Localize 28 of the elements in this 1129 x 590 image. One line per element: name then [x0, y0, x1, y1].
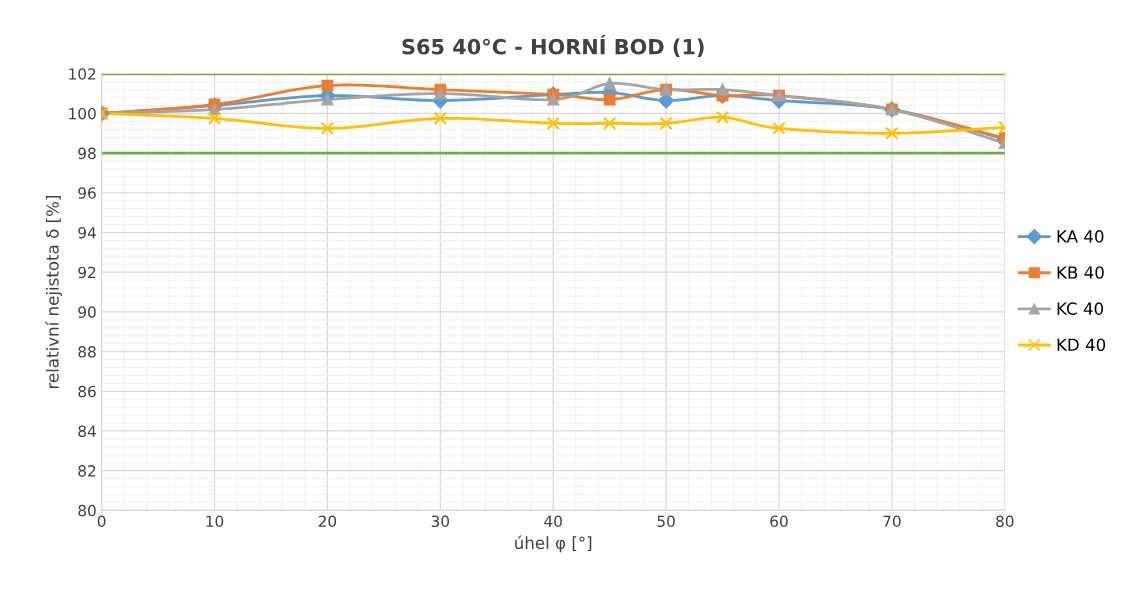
legend-label: KC 40 [1057, 302, 1104, 315]
y-tick-label: 102 [69, 68, 96, 80]
x-tick-label: 20 [318, 515, 337, 528]
y-tick-label: 98 [78, 147, 96, 160]
x-tick-label: 70 [883, 515, 901, 528]
y-tick-label: 82 [78, 465, 96, 477]
y-tick-label: 88 [78, 346, 96, 358]
chart-title: S65 40°C - HORNÍ BOD (1) [402, 35, 704, 58]
legend-label: KA 40 [1057, 230, 1104, 243]
y-tick-label: 80 [78, 504, 96, 517]
y-tick-label: 100 [69, 107, 96, 120]
y-axis-title: relativní nejistota δ [%] [45, 195, 63, 389]
x-tick-label: 40 [544, 515, 562, 528]
y-tick-label: 92 [78, 266, 96, 279]
legend-label: KB 40 [1057, 266, 1104, 279]
x-tick-label: 50 [657, 515, 675, 528]
x-tick-label: 80 [996, 515, 1014, 528]
y-tick-label: 94 [78, 226, 96, 239]
y-tick-label: 86 [78, 385, 96, 398]
x-tick-label: 10 [206, 515, 224, 528]
x-tick-label: 60 [770, 515, 788, 528]
x-tick-label: 0 [97, 515, 106, 528]
legend-label: KD 40 [1057, 338, 1106, 352]
y-tick-label: 90 [78, 306, 96, 318]
y-tick-label: 96 [78, 187, 96, 199]
x-tick-label: 30 [431, 515, 450, 528]
x-axis-title: úhel φ [°] [515, 535, 592, 553]
y-tick-label: 84 [78, 425, 96, 437]
